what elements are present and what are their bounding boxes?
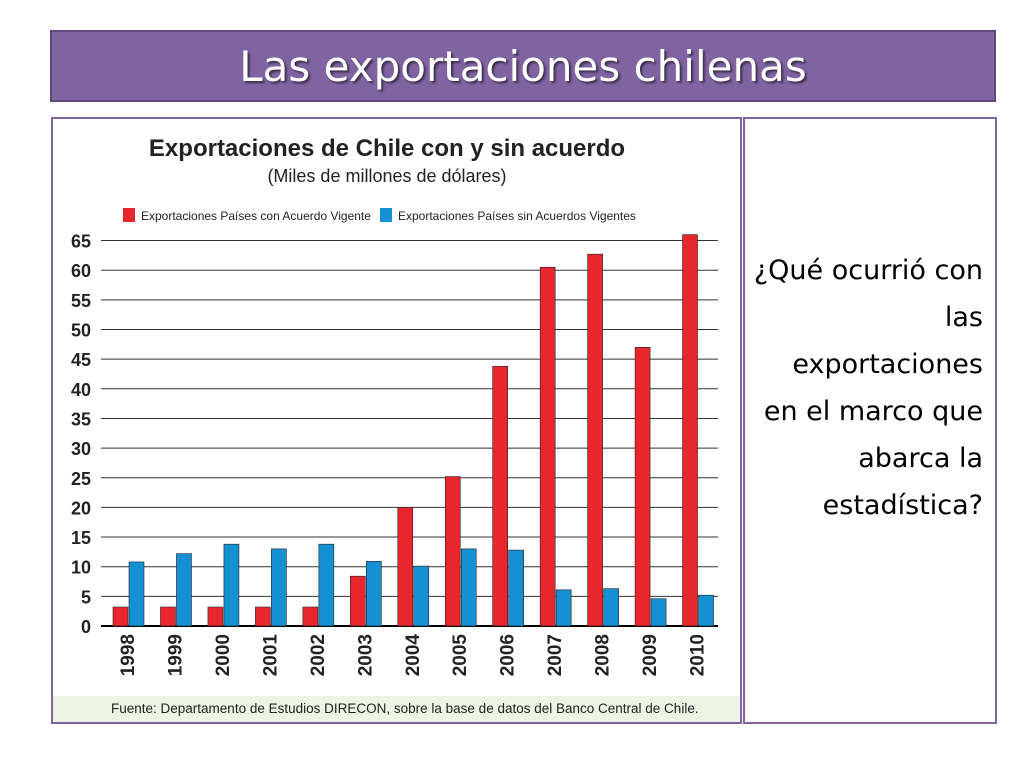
bar-con-acuerdo <box>492 365 508 627</box>
bar-sin-acuerdo <box>413 565 430 627</box>
y-tick-label: 10 <box>71 558 91 578</box>
y-tick-label: 50 <box>71 321 91 341</box>
y-tick-label: 30 <box>71 439 91 459</box>
x-tick-label: 2005 <box>450 634 471 677</box>
legend-label-con-acuerdo: Exportaciones Países con Acuerdo Vigente <box>141 209 371 223</box>
bar-con-acuerdo <box>634 346 651 627</box>
y-tick-label: 65 <box>71 232 91 252</box>
legend-swatch-sin-acuerdo <box>380 208 392 222</box>
question-text: ¿Qué ocurrió con las exportaciones en el… <box>753 255 983 521</box>
bar-sin-acuerdo <box>460 548 477 627</box>
chart-panel: Exportaciones de Chile con y sin acuerdo… <box>51 117 742 724</box>
x-tick-label: 2007 <box>545 634 566 676</box>
y-tick-label: 5 <box>81 587 91 607</box>
chart-source-note: Fuente: Departamento de Estudios DIRECON… <box>53 696 740 722</box>
bar-con-acuerdo <box>587 253 603 627</box>
x-tick-label: 2006 <box>498 634 519 676</box>
bar-sin-acuerdo <box>698 594 714 627</box>
y-tick-label: 0 <box>81 617 91 637</box>
y-tick-label: 55 <box>71 291 91 311</box>
x-tick-label: 2009 <box>640 634 661 676</box>
bars <box>112 234 714 627</box>
bar-con-acuerdo <box>444 476 461 627</box>
bar-sin-acuerdo <box>176 553 192 627</box>
y-tick-label: 20 <box>71 498 91 518</box>
slide-title: Las exportaciones chilenas <box>239 42 807 91</box>
bar-sin-acuerdo <box>603 588 619 627</box>
question-panel: ¿Qué ocurrió con las exportaciones en el… <box>743 117 997 724</box>
x-axis-ticks: 1998 1999 2000 2001 2002 2003 2004 2005 2006 2007… <box>118 634 709 677</box>
bar-sin-acuerdo <box>508 549 524 627</box>
x-tick-label: 2000 <box>213 634 234 676</box>
legend-swatch-con-acuerdo <box>123 208 135 222</box>
bar-con-acuerdo <box>539 266 556 627</box>
y-tick-label: 45 <box>71 350 91 370</box>
x-tick-label: 2010 <box>688 634 709 676</box>
bar-chart: Exportaciones de Chile con y sin acuerdo… <box>71 135 718 677</box>
bar-con-acuerdo <box>160 606 176 627</box>
bar-con-acuerdo <box>350 575 366 627</box>
legend-label-sin-acuerdo: Exportaciones Países sin Acuerdos Vigent… <box>398 209 636 223</box>
x-tick-label: 1998 <box>118 634 139 676</box>
bar-sin-acuerdo <box>318 543 335 627</box>
y-tick-label: 25 <box>71 469 91 489</box>
bar-con-acuerdo <box>682 234 698 627</box>
x-tick-label: 2004 <box>403 634 424 677</box>
slide-title-bar: Las exportaciones chilenas <box>50 30 996 102</box>
bar-con-acuerdo <box>255 606 271 627</box>
bar-sin-acuerdo <box>223 543 240 627</box>
x-tick-label: 2003 <box>355 634 376 676</box>
y-tick-label: 60 <box>71 261 91 281</box>
chart-subtitle: (Miles de millones de dólares) <box>267 166 506 186</box>
x-tick-label: 1999 <box>165 634 186 676</box>
bar-sin-acuerdo <box>366 561 382 627</box>
bar-sin-acuerdo <box>650 598 667 627</box>
y-axis-ticks: 0 5 10 15 20 25 30 35 40 45 50 55 60 65 <box>71 232 91 637</box>
bar-sin-acuerdo <box>128 561 145 627</box>
bar-con-acuerdo <box>397 507 414 627</box>
y-tick-label: 15 <box>71 528 91 548</box>
bar-con-acuerdo <box>112 606 129 627</box>
chart-title: Exportaciones de Chile con y sin acuerdo <box>149 135 625 162</box>
x-tick-label: 2002 <box>308 634 329 676</box>
bar-con-acuerdo <box>207 606 224 627</box>
y-tick-label: 35 <box>71 409 91 429</box>
x-tick-label: 2001 <box>260 634 281 677</box>
x-tick-label: 2008 <box>593 634 614 676</box>
bar-sin-acuerdo <box>555 589 572 627</box>
y-tick-label: 40 <box>71 380 91 400</box>
bar-con-acuerdo <box>302 606 319 627</box>
bar-sin-acuerdo <box>271 548 287 627</box>
